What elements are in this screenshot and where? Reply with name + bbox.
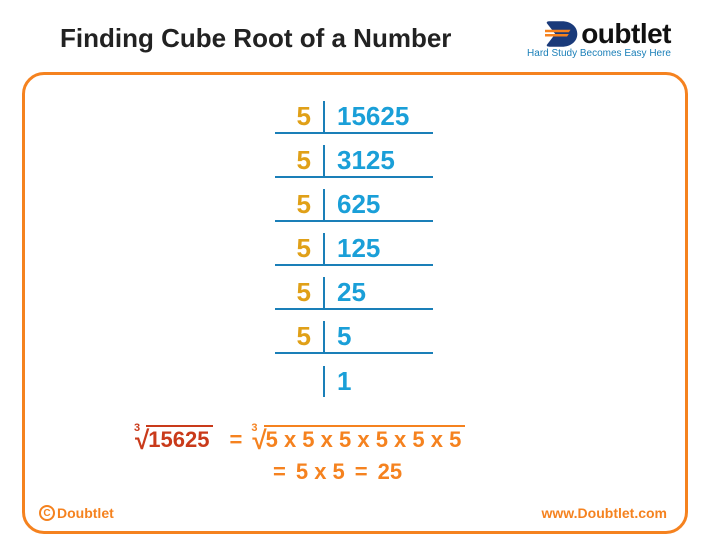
division-row: 1 — [275, 359, 433, 403]
final-answer: 25 — [378, 459, 402, 485]
equation-block: 3 √ 15625 = 3 √ 5 x 5 x 5 x 5 x 5 x 5 = … — [135, 425, 471, 485]
logo-tagline: Hard Study Becomes Easy Here — [527, 48, 671, 59]
quotient-cell: 625 — [323, 189, 433, 222]
left-radicand: 15625 — [146, 425, 213, 453]
equals-sign: = — [355, 459, 368, 485]
right-radicand: 5 x 5 x 5 x 5 x 5 x 5 — [264, 425, 466, 453]
quotient-cell: 125 — [323, 233, 433, 266]
equals-sign: = — [273, 459, 286, 485]
cube-root-left: 3 √ 15625 — [135, 425, 213, 453]
division-row: 53125 — [275, 139, 433, 183]
division-row: 525 — [275, 271, 433, 315]
quotient-cell: 1 — [323, 366, 433, 397]
website-url: www.Doubtlet.com — [542, 505, 667, 521]
equation-line-2: = 5 x 5 = 25 — [135, 459, 471, 485]
root-index: 3 — [134, 422, 140, 434]
divisor-cell: 5 — [275, 145, 323, 178]
quotient-cell: 15625 — [323, 101, 433, 134]
quotient-cell: 5 — [323, 321, 433, 354]
logo-text: oubtlet — [581, 18, 671, 50]
division-row: 5625 — [275, 183, 433, 227]
division-ladder: 5156255312556255125525551 — [275, 95, 433, 403]
quotient-cell: 25 — [323, 277, 433, 310]
division-row: 55 — [275, 315, 433, 359]
cube-root-right: 3 √ 5 x 5 x 5 x 5 x 5 x 5 — [252, 425, 465, 453]
division-row: 5125 — [275, 227, 433, 271]
logo: oubtlet Hard Study Becomes Easy Here — [527, 18, 671, 59]
page-title: Finding Cube Root of a Number — [60, 23, 451, 54]
copyright-text: Doubtlet — [57, 505, 114, 521]
divisor-cell: 5 — [275, 277, 323, 310]
copyright-icon: C — [39, 505, 55, 521]
content-frame: 5156255312556255125525551 3 √ 15625 = 3 … — [22, 72, 688, 534]
divisor-cell: 5 — [275, 233, 323, 266]
divisor-cell: 5 — [275, 189, 323, 222]
quotient-cell: 3125 — [323, 145, 433, 178]
divisor-cell: 5 — [275, 101, 323, 134]
step-simplified: 5 x 5 — [296, 459, 345, 485]
logo-mark-icon — [545, 19, 579, 49]
equation-line-1: 3 √ 15625 = 3 √ 5 x 5 x 5 x 5 x 5 x 5 — [135, 425, 471, 453]
copyright: C Doubtlet — [39, 505, 114, 521]
root-index: 3 — [251, 422, 257, 434]
division-row: 515625 — [275, 95, 433, 139]
divisor-cell: 5 — [275, 321, 323, 354]
equals-sign: = — [229, 427, 242, 453]
